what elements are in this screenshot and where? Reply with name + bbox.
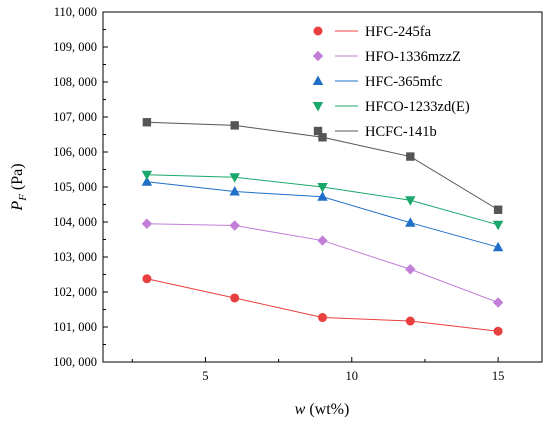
data-point: [317, 235, 328, 246]
legend-marker: [312, 50, 324, 62]
series-layer: [141, 118, 504, 336]
x-tick-label: 5: [202, 369, 208, 383]
legend-marker: [312, 102, 324, 112]
data-point: [141, 176, 153, 186]
y-axis-subscript: F: [17, 194, 29, 202]
legend-marker: [313, 126, 323, 136]
y-tick-label: 103, 000: [53, 250, 97, 264]
y-tick-label: 105, 000: [53, 180, 97, 194]
series-hfo-1336mzzz: [141, 218, 504, 308]
data-point: [141, 170, 153, 181]
series-hfc-365mfc: [141, 176, 504, 252]
series-line: [146, 278, 499, 332]
legend-item: HFCO-1233zd(E): [312, 99, 470, 115]
legend-item: HFC-245fa: [313, 24, 432, 40]
series-hfc-245fa: [142, 274, 503, 336]
data-point: [142, 274, 152, 284]
data-point: [318, 133, 327, 142]
x-tick-label: 15: [492, 369, 505, 383]
data-point: [492, 297, 504, 308]
data-point: [405, 264, 416, 275]
data-point: [230, 121, 239, 130]
data-point: [318, 313, 327, 323]
data-point: [229, 220, 240, 231]
y-tick-label: 101, 000: [53, 320, 97, 334]
legend-label: HFC-365mfc: [365, 74, 442, 90]
legend-item: HFO-1336mzzZ: [312, 49, 461, 65]
data-point: [141, 218, 153, 229]
data-point: [405, 316, 415, 326]
y-tick-label: 100, 000: [53, 355, 97, 369]
y-tick-label: 106, 000: [53, 145, 97, 159]
data-point: [493, 326, 503, 336]
y-tick-label: 107, 000: [53, 110, 97, 124]
axis-ticks: 100, 000 101, 000 102, 000 103, 000 104, 000…: [53, 5, 504, 383]
data-point: [406, 152, 415, 161]
legend: HFC-245fa HFO-1336mzzZ HFC-365mfc HFCO-1233…: [312, 24, 470, 140]
legend-item: HCFC-141b: [313, 124, 437, 140]
data-point: [230, 293, 240, 303]
legend-item: HFC-365mfc: [312, 74, 442, 90]
legend-label: HCFC-141b: [365, 124, 437, 140]
y-axis-unit: (Pa): [9, 163, 26, 194]
x-axis-var: w: [295, 401, 306, 418]
y-tick-label: 110, 000: [54, 5, 97, 19]
data-point: [405, 196, 416, 206]
data-point: [492, 241, 504, 252]
y-tick-label: 102, 000: [53, 285, 97, 299]
x-tick-label: 10: [346, 369, 359, 383]
legend-label: HFC-245fa: [365, 24, 432, 40]
data-point: [229, 186, 240, 196]
y-axis-title: PF (Pa): [9, 163, 29, 211]
x-axis-title: w (wt%): [295, 401, 350, 418]
data-point: [493, 205, 503, 214]
y-axis-var: P: [9, 201, 26, 212]
y-tick-label: 104, 000: [53, 215, 97, 229]
series-hcfc-141b: [142, 118, 503, 214]
data-point: [229, 173, 240, 183]
data-point: [142, 118, 152, 127]
data-point: [492, 220, 504, 231]
legend-marker: [312, 75, 324, 85]
legend-label: HFO-1336mzzZ: [365, 49, 461, 65]
data-point: [317, 183, 328, 193]
legend-label: HFCO-1233zd(E): [365, 99, 470, 115]
series-hfco-1233zd-e-: [141, 170, 504, 231]
data-point: [317, 191, 328, 201]
y-tick-label: 109, 000: [53, 40, 97, 54]
y-tick-label: 108, 000: [53, 75, 97, 89]
x-axis-unit: (wt%): [305, 401, 349, 418]
data-point: [405, 217, 416, 227]
legend-marker: [313, 26, 323, 36]
